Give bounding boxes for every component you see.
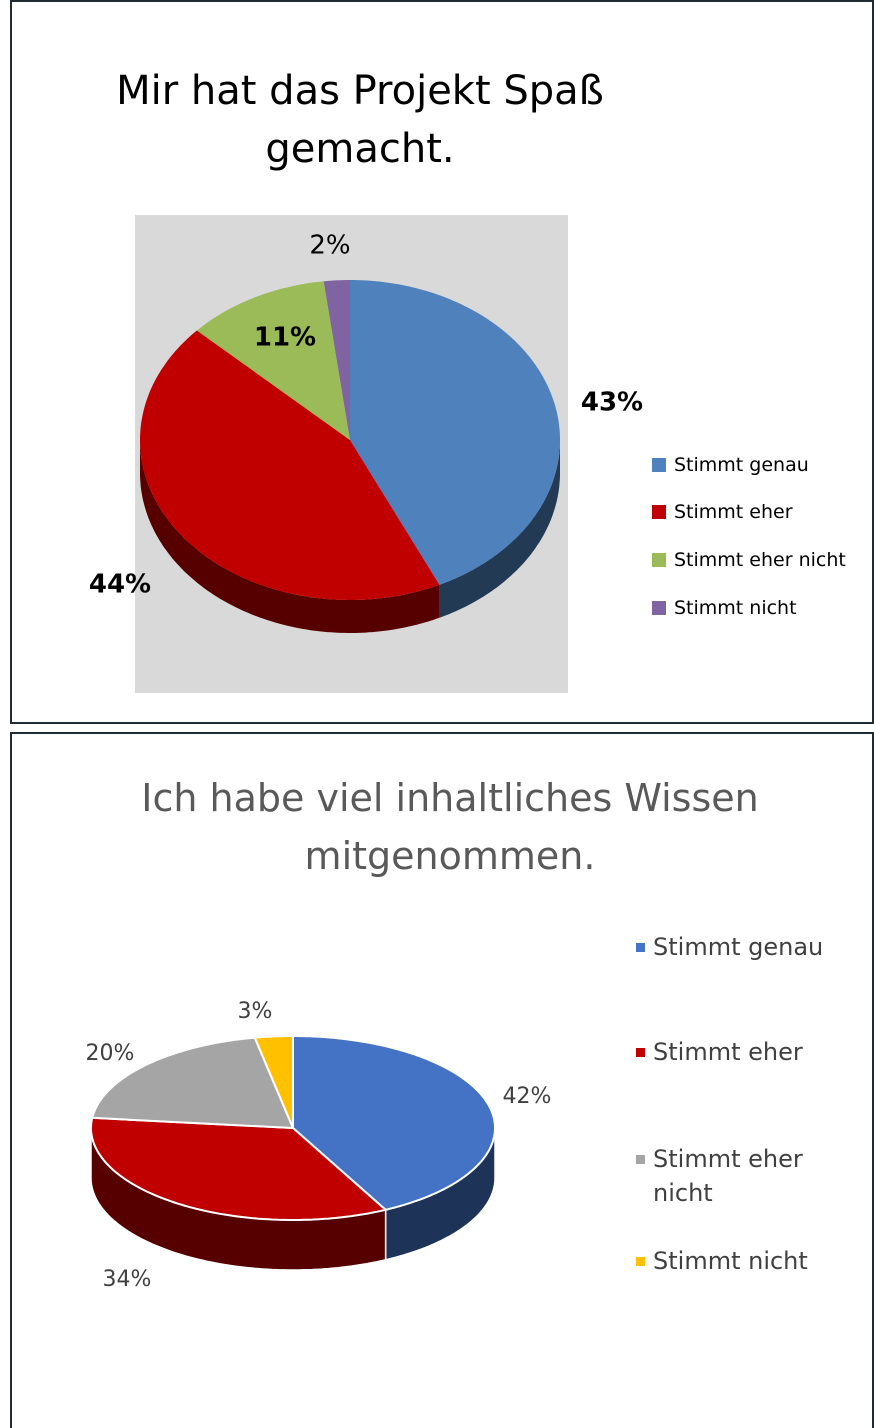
legend-swatch	[636, 943, 645, 953]
legend-swatch	[636, 1048, 645, 1058]
data-label: 3%	[238, 999, 273, 1024]
legend-item: Stimmt eher	[636, 1036, 836, 1070]
data-label: 11%	[254, 323, 316, 353]
legend-label: Stimmt eher	[674, 500, 793, 523]
data-label: 2%	[309, 231, 350, 261]
data-label: 43%	[581, 388, 643, 418]
data-label: 44%	[89, 570, 151, 600]
legend-swatch	[652, 552, 666, 567]
chart-title: Ich habe viel inhaltliches Wissen mitgen…	[141, 776, 759, 878]
data-label: 34%	[103, 1267, 152, 1292]
slice	[350, 280, 560, 585]
legend-item: Stimmt eher	[652, 499, 872, 526]
slice	[90, 1116, 388, 1221]
legend-swatch	[652, 457, 666, 472]
legend-label: Stimmt nicht	[653, 1247, 808, 1276]
slice-side	[439, 440, 560, 618]
slice	[196, 281, 350, 440]
legend-item: Stimmt eher nicht	[636, 1143, 836, 1210]
legend-item: Stimmt genau	[636, 931, 836, 965]
legend-label: Stimmt nicht	[674, 596, 797, 619]
slice	[90, 1036, 295, 1130]
slice	[140, 330, 440, 600]
chart-title: Mir hat das Projekt Spaß gemacht.	[116, 68, 604, 172]
legend-item: Stimmt eher nicht	[652, 547, 872, 574]
legend-label: Stimmt eher nicht	[674, 548, 846, 571]
slice	[292, 1035, 496, 1211]
legend-item: Stimmt nicht	[636, 1245, 836, 1279]
slice	[253, 1035, 294, 1129]
legend-label: Stimmt genau	[674, 453, 809, 476]
slice-side	[140, 440, 440, 633]
slice	[323, 280, 350, 440]
legend-item: Stimmt nicht	[652, 595, 872, 622]
data-label: 42%	[503, 1084, 552, 1109]
data-label: 20%	[86, 1041, 135, 1066]
legend-label: Stimmt eher nicht	[653, 1145, 803, 1207]
legend-swatch	[652, 504, 666, 519]
legend-label: Stimmt eher	[653, 1038, 803, 1067]
legend-swatch	[652, 600, 666, 615]
legend-label: Stimmt genau	[653, 933, 824, 962]
legend-item: Stimmt genau	[652, 452, 872, 479]
legend-swatch	[636, 1155, 645, 1165]
legend-swatch	[636, 1257, 645, 1267]
